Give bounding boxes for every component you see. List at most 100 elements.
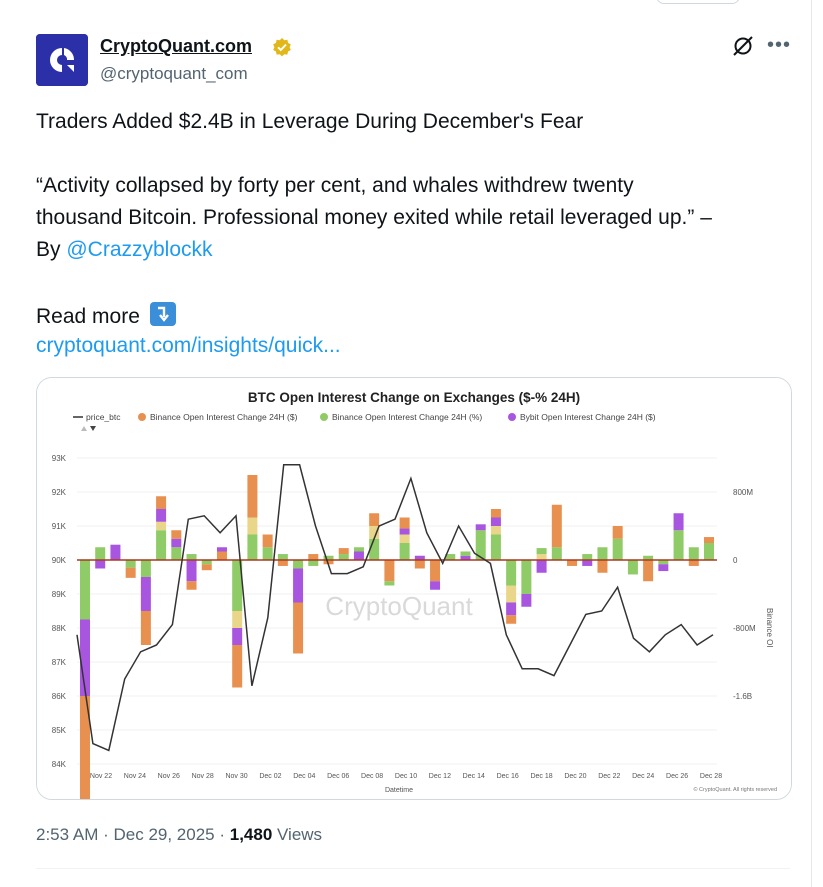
x-tick: Dec 16 bbox=[497, 773, 519, 780]
bar-segment bbox=[430, 581, 441, 590]
bar-segment bbox=[597, 560, 608, 573]
bar-segment bbox=[125, 567, 136, 578]
bar-segment bbox=[232, 611, 243, 628]
byline-prefix: By bbox=[36, 238, 67, 261]
bar-segment bbox=[171, 547, 182, 560]
x-tick: Dec 24 bbox=[632, 773, 654, 780]
bar-segment bbox=[140, 611, 151, 645]
bar-segment bbox=[171, 530, 182, 539]
bar-segment bbox=[80, 619, 90, 696]
top-pill-button[interactable] bbox=[656, 0, 740, 4]
bar-segment bbox=[490, 517, 501, 526]
mention-link[interactable]: @Crazzyblockk bbox=[66, 238, 213, 261]
bar-segment bbox=[673, 530, 684, 560]
legend-swatch bbox=[138, 413, 146, 421]
x-tick: Dec 20 bbox=[564, 773, 586, 780]
bar-segment bbox=[414, 560, 425, 569]
tweet-text-line: Traders Added $2.4B in Leverage During D… bbox=[36, 110, 584, 133]
x-tick: Dec 12 bbox=[429, 773, 451, 780]
bar-segment bbox=[232, 560, 243, 611]
bar-segment bbox=[277, 560, 288, 566]
bar-segment bbox=[627, 560, 638, 575]
tweet-quote-line: thousand Bitcoin. Professional money exi… bbox=[36, 206, 712, 229]
bar-segment bbox=[506, 585, 517, 603]
mute-icon[interactable] bbox=[731, 34, 755, 58]
bar-segment bbox=[293, 560, 304, 569]
y-right-tick: -1.6B bbox=[733, 692, 752, 701]
author-name[interactable]: CryptoQuant.com bbox=[100, 36, 253, 56]
bar-segment bbox=[201, 560, 212, 565]
bar-segment bbox=[612, 538, 623, 560]
bar-segment bbox=[688, 547, 699, 560]
bar-segment bbox=[216, 551, 227, 560]
legend-swatch bbox=[508, 413, 516, 421]
more-icon[interactable]: ••• bbox=[767, 34, 792, 56]
bar-segment bbox=[247, 534, 258, 560]
bar-segment bbox=[156, 509, 167, 522]
bar-segment bbox=[430, 560, 441, 582]
legend-label: price_btc bbox=[86, 412, 121, 422]
chart-svg: BTC Open Interest Change on Exchanges ($… bbox=[37, 378, 791, 799]
bar-segment bbox=[445, 554, 456, 560]
bar-segment bbox=[490, 509, 501, 518]
bar-segment bbox=[521, 560, 532, 594]
x-tick: Nov 30 bbox=[225, 773, 247, 780]
x-tick: Nov 24 bbox=[124, 773, 146, 780]
avatar[interactable] bbox=[36, 34, 88, 86]
tweet-byline: By @Crazzyblockk bbox=[36, 238, 213, 262]
bar-segment bbox=[506, 602, 517, 616]
bar-segment bbox=[384, 560, 395, 582]
x-tick: Dec 08 bbox=[361, 773, 383, 780]
x-tick: Dec 10 bbox=[395, 773, 417, 780]
bar-segment bbox=[171, 538, 182, 548]
bar-segment bbox=[308, 554, 319, 560]
bar-segment bbox=[247, 517, 258, 535]
x-tick: Nov 28 bbox=[192, 773, 214, 780]
bar-segment bbox=[201, 564, 212, 571]
read-more-text: Read more bbox=[36, 305, 140, 328]
x-tick: Dec 22 bbox=[598, 773, 620, 780]
bar-segment bbox=[612, 526, 623, 539]
bar-segment bbox=[506, 615, 517, 624]
x-tick: Dec 02 bbox=[259, 773, 281, 780]
bar-segment bbox=[156, 496, 167, 509]
chart-credit: © CryptoQuant. All rights reserved bbox=[693, 786, 777, 793]
arrow-down-right-emoji-icon bbox=[149, 302, 176, 326]
bar-segment bbox=[536, 548, 547, 555]
bar-segment bbox=[506, 560, 517, 586]
bar-segment bbox=[156, 521, 167, 531]
bar-segment bbox=[277, 554, 288, 560]
x-tick: Dec 06 bbox=[327, 773, 349, 780]
tweet-time[interactable]: 2:53 AM bbox=[36, 825, 99, 844]
chart-card[interactable]: BTC Open Interest Change on Exchanges ($… bbox=[36, 377, 792, 800]
bar-segment bbox=[567, 560, 578, 566]
x-tick: Dec 28 bbox=[700, 773, 722, 780]
y-left-tick: 84K bbox=[52, 760, 67, 769]
bar-segment bbox=[643, 560, 654, 582]
bar-segment bbox=[293, 602, 304, 654]
author-handle[interactable]: @cryptoquant_com bbox=[100, 64, 248, 83]
bar-segment bbox=[658, 564, 669, 572]
tweet-date[interactable]: Dec 29, 2025 bbox=[113, 825, 215, 844]
price-line bbox=[76, 464, 714, 752]
bar-segment bbox=[353, 551, 364, 560]
bar-segment bbox=[521, 594, 532, 607]
read-more-line: Read more bbox=[36, 302, 176, 329]
cryptoquant-logo bbox=[36, 34, 88, 86]
chart-title: BTC Open Interest Change on Exchanges ($… bbox=[248, 390, 580, 405]
bar-segment bbox=[551, 504, 562, 548]
bar-segment bbox=[140, 560, 151, 577]
y-left-tick: 86K bbox=[52, 692, 67, 701]
views-label: Views bbox=[277, 825, 323, 844]
bar-segment bbox=[110, 544, 121, 560]
bar-segment bbox=[536, 554, 547, 560]
x-tick: Dec 26 bbox=[666, 773, 688, 780]
bar-segment bbox=[643, 555, 654, 560]
timeline-border bbox=[811, 0, 812, 887]
y-left-tick: 89K bbox=[52, 590, 67, 599]
x-tick: Dec 18 bbox=[530, 773, 552, 780]
bar-segment bbox=[673, 513, 684, 531]
article-link[interactable]: cryptoquant.com/insights/quick... bbox=[36, 334, 341, 357]
bar-segment bbox=[186, 560, 197, 582]
bar-segment bbox=[232, 645, 243, 688]
